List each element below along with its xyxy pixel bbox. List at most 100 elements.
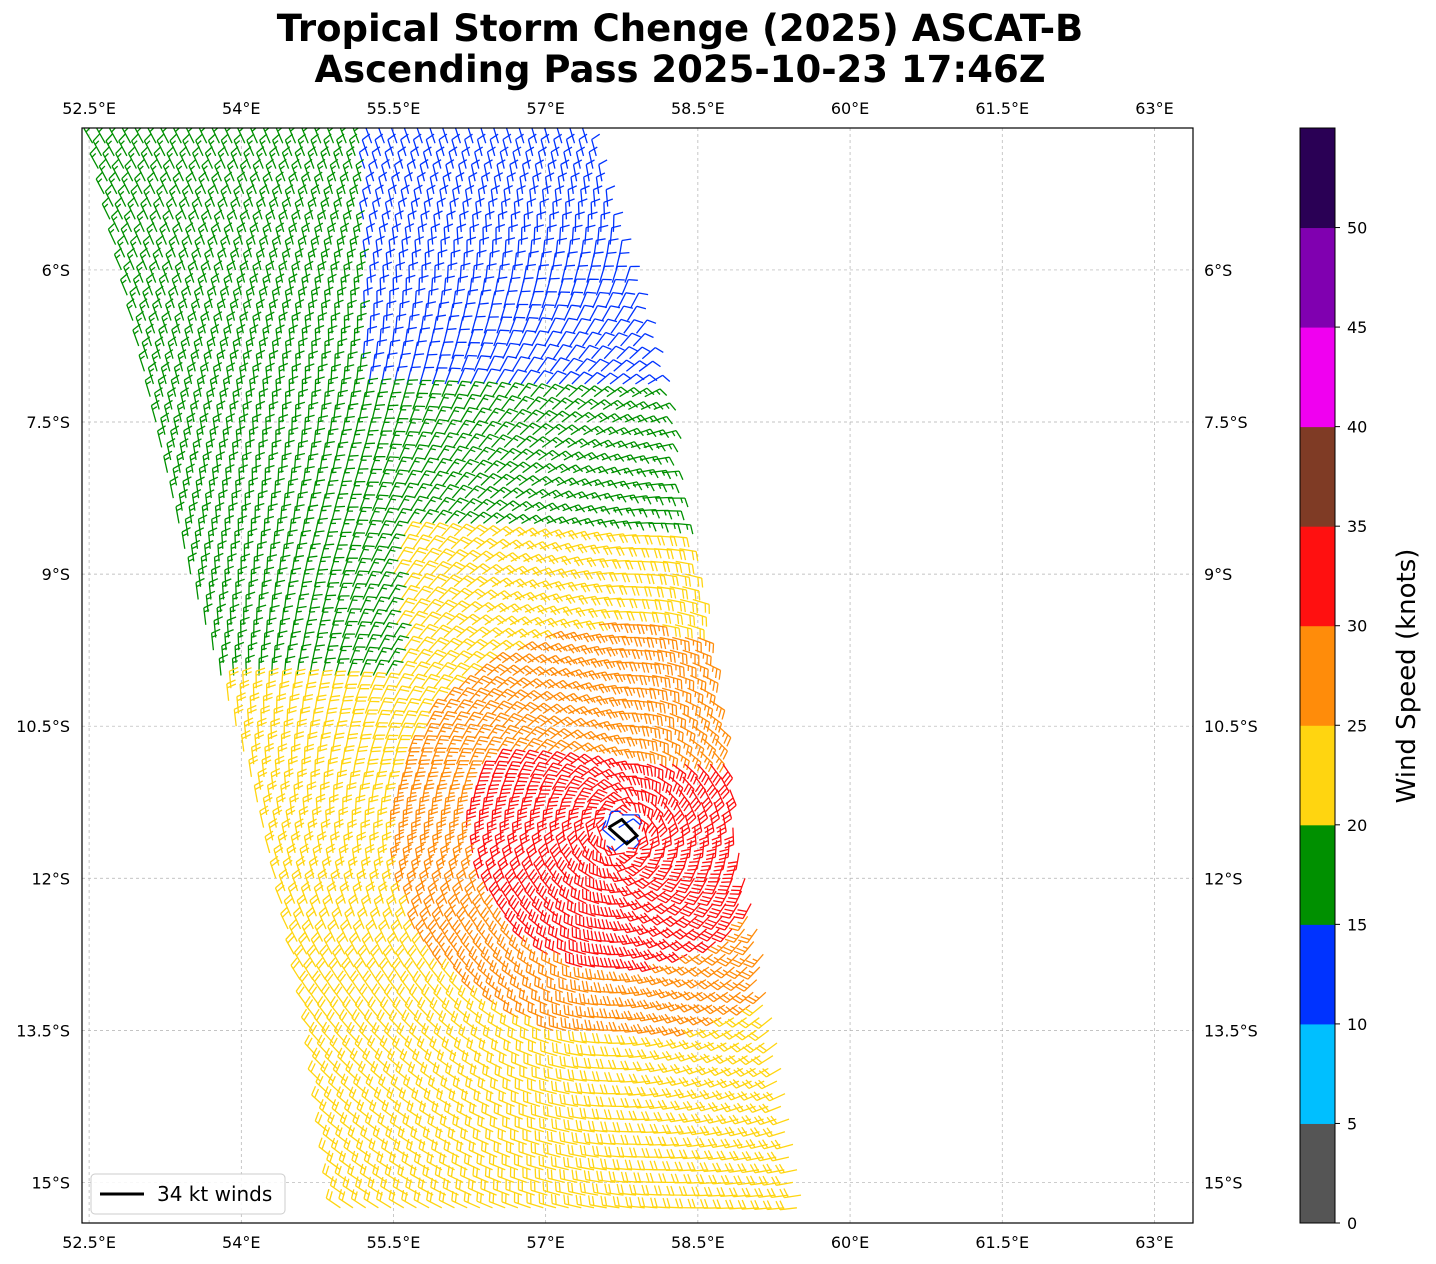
wind-barb (520, 369, 541, 385)
wind-barb (405, 1138, 422, 1158)
wind-barb (348, 133, 358, 157)
colorbar-segment (1300, 924, 1335, 1025)
wind-barb (180, 387, 190, 410)
wind-barb (540, 489, 564, 499)
wind-barb (328, 793, 339, 815)
wind-barb (281, 401, 292, 423)
wind-barb (509, 855, 521, 879)
wind-barb (92, 133, 103, 157)
wind-barb (679, 662, 697, 678)
wind-barb (265, 158, 274, 182)
wind-barb (475, 772, 491, 790)
wind-barb (430, 223, 441, 245)
wind-barb (392, 996, 405, 1019)
wind-barb (142, 234, 151, 258)
wind-barb (148, 260, 158, 283)
wind-barb (585, 968, 605, 981)
wind-barb (538, 304, 555, 321)
wind-barb (288, 222, 298, 245)
wind-barb (331, 732, 345, 752)
wind-barb (265, 413, 275, 435)
wind-barb (604, 1034, 625, 1044)
wind-barb (393, 1100, 409, 1120)
wind-barb (581, 531, 604, 542)
wind-barb (604, 291, 623, 309)
wind-barb (185, 171, 194, 195)
wind-barb (364, 807, 375, 828)
wind-barb (250, 629, 261, 651)
wind-barb (462, 197, 472, 220)
wind-barb (547, 883, 562, 905)
wind-barb (494, 1064, 511, 1082)
wind-barb (482, 223, 493, 245)
wind-barb (197, 565, 208, 587)
wind-barb (319, 543, 335, 562)
wind-barb (385, 660, 404, 676)
wind-barb (325, 1188, 341, 1209)
wind-barb (461, 819, 472, 841)
wind-barb (546, 370, 567, 385)
wind-barb (339, 695, 354, 714)
wind-barb (437, 249, 448, 270)
wind-barb (189, 450, 199, 473)
wind-barb (458, 159, 468, 182)
wind-barb (226, 311, 236, 334)
wind-barb (423, 819, 434, 841)
wind-barb (695, 1101, 718, 1112)
wind-barb (420, 1061, 435, 1082)
wind-barb (525, 843, 538, 866)
wind-barb (213, 552, 224, 575)
wind-barb (269, 541, 281, 562)
wind-barb (389, 807, 401, 828)
wind-barb (294, 542, 308, 562)
wind-barb (506, 1065, 524, 1082)
wind-barb (203, 349, 213, 372)
wind-barb (418, 685, 438, 702)
wind-barb (486, 499, 509, 512)
wind-barb (580, 766, 604, 778)
wind-barb (554, 185, 565, 207)
wind-barb (456, 686, 477, 702)
wind-barb (395, 609, 415, 626)
wind-barb (405, 747, 421, 765)
wind-barb (497, 784, 513, 803)
wind-barb (565, 198, 575, 220)
wind-barb (569, 331, 589, 347)
wind-barb (131, 133, 141, 157)
wind-barb (459, 893, 470, 917)
wind-barb (489, 133, 499, 157)
y-tick-label-left: 10.5°S (16, 717, 70, 736)
wind-barb (336, 184, 346, 207)
wind-barb (304, 996, 316, 1019)
wind-barb (644, 776, 661, 793)
wind-barb (439, 288, 452, 309)
wind-barb (532, 172, 542, 194)
wind-barb (346, 595, 364, 613)
wind-barb (133, 222, 142, 245)
wind-barb (298, 529, 312, 549)
wind-barb (542, 1181, 561, 1196)
wind-barb (514, 540, 537, 550)
wind-barb (471, 675, 493, 689)
wind-barb (615, 400, 639, 410)
wind-barb (573, 966, 592, 981)
wind-barb (387, 1048, 401, 1069)
wind-barb (548, 555, 572, 566)
wind-barb (730, 953, 752, 968)
wind-barb (521, 855, 533, 879)
wind-barb (399, 970, 412, 993)
wind-barb (314, 1111, 329, 1133)
wind-barb (319, 944, 330, 968)
wind-barb (418, 795, 430, 815)
wind-barb (574, 557, 597, 568)
wind-barb (598, 684, 621, 695)
wind-barb (603, 845, 625, 857)
wind-barb (329, 682, 344, 701)
wind-barb (634, 877, 657, 890)
wind-barb (249, 128, 258, 144)
wind-barb (146, 222, 155, 245)
wind-barb (500, 198, 511, 220)
wind-barb (583, 172, 593, 194)
wind-barb (414, 1113, 431, 1133)
wind-barb (362, 709, 378, 727)
